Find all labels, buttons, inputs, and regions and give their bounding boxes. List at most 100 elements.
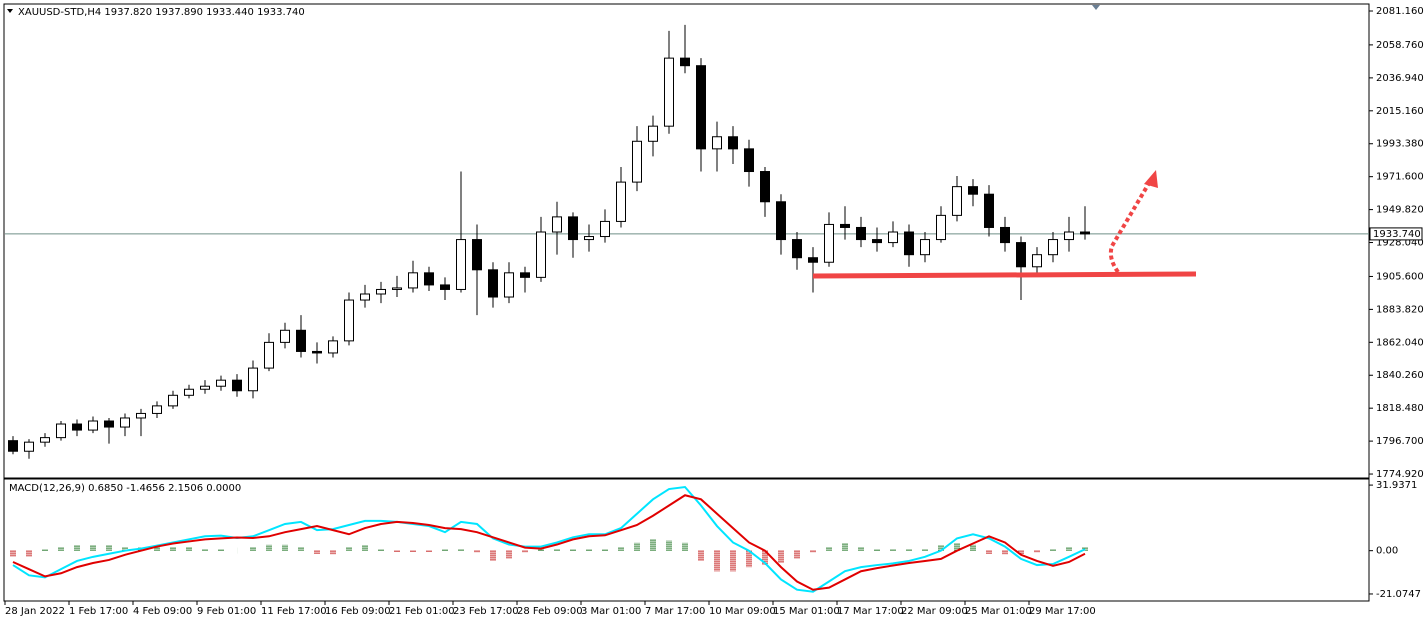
candle-body — [872, 239, 882, 244]
candle-body — [552, 216, 562, 233]
candle-body — [1048, 239, 1058, 256]
y-tick-label: 1905.600 — [1376, 271, 1424, 282]
candle-body — [680, 57, 690, 67]
candle-body — [744, 148, 754, 173]
candle-body — [168, 394, 178, 407]
candle-body — [24, 441, 34, 452]
candle-body — [296, 329, 306, 352]
x-tick-label: 28 Jan 2022 — [5, 606, 65, 617]
x-tick-label: 25 Mar 01:00 — [965, 606, 1032, 617]
macd-line — [12, 485, 1086, 593]
candle-body — [712, 136, 722, 150]
candle-body — [824, 223, 834, 263]
candle-body — [8, 440, 18, 452]
candle-body — [392, 287, 402, 290]
y-tick-label: 2058.760 — [1376, 40, 1424, 51]
shift-marker — [1092, 5, 1100, 10]
candle-body — [1080, 231, 1090, 235]
candle-body — [888, 231, 898, 244]
x-tick-label: 3 Mar 01:00 — [581, 606, 641, 617]
candle-body — [72, 423, 82, 431]
candle-body — [456, 239, 466, 290]
plot: 2081.160 2058.760 2036.940 2015.160 1993.380… — [4, 6, 1424, 617]
y-tick-label: 2081.160 — [1376, 6, 1424, 17]
price-panel — [3, 3, 1370, 479]
support-line — [812, 271, 1197, 279]
y-tick-label: -21.0747 — [1376, 589, 1421, 600]
candle-body — [696, 65, 706, 150]
candle-body — [40, 437, 50, 443]
x-tick-label: 23 Feb 17:00 — [453, 606, 519, 617]
y-tick-label: 1862.040 — [1376, 337, 1424, 348]
candle-body — [248, 367, 258, 392]
candle-body — [488, 269, 498, 298]
x-tick-label: 16 Feb 09:00 — [325, 606, 391, 617]
candle-body — [360, 293, 370, 301]
candle-body — [520, 272, 530, 278]
signal-line — [12, 494, 1086, 591]
candle-body — [200, 385, 210, 390]
menu-arrow[interactable] — [7, 9, 13, 13]
last-price-box — [1369, 227, 1423, 241]
candle-body — [1000, 226, 1010, 244]
y-tick-label: 1840.260 — [1376, 370, 1424, 381]
candle-body — [264, 341, 274, 369]
candle-body — [952, 186, 962, 216]
candle-body — [904, 231, 914, 256]
candle-body — [216, 379, 226, 387]
candle-body — [472, 239, 482, 271]
macd-title: MACD(12,26,9) 0.6850 -1.4656 2.1506 0.00… — [9, 483, 241, 494]
y-tick-label: 1883.820 — [1376, 304, 1424, 315]
last-price-label: 1933.740 — [1373, 229, 1421, 240]
candle-body — [136, 412, 146, 419]
y-tick-label: 1928.040 — [1376, 238, 1424, 249]
candle-body — [312, 350, 322, 354]
candle-body — [664, 57, 674, 127]
candle-body — [984, 193, 994, 228]
x-tick-label: 9 Feb 01:00 — [197, 606, 256, 617]
x-tick-label: 29 Mar 17:00 — [1029, 606, 1096, 617]
candle-body — [104, 420, 114, 428]
forecast-arrow — [1108, 176, 1154, 274]
candle-body — [120, 417, 130, 428]
y-tick-label: 1796.700 — [1376, 436, 1424, 447]
y-tick-label: 1949.820 — [1376, 205, 1424, 216]
y-tick-label: 1993.380 — [1376, 139, 1424, 150]
x-tick-label: 1 Feb 17:00 — [69, 606, 128, 617]
candle-body — [792, 239, 802, 259]
candle-body — [232, 379, 242, 392]
x-tick-label: 10 Mar 09:00 — [709, 606, 776, 617]
candle-body — [536, 231, 546, 278]
x-tick-label: 28 Feb 09:00 — [517, 606, 583, 617]
candle-body — [616, 181, 626, 222]
y-tick-label: 2036.940 — [1376, 73, 1424, 84]
candle-body — [760, 171, 770, 203]
y-tick-label: 1774.920 — [1376, 469, 1424, 480]
candle-body — [88, 420, 98, 431]
candle-body — [728, 136, 738, 150]
y-tick-label: 1818.480 — [1376, 403, 1424, 414]
candle-body — [424, 272, 434, 286]
macd-panel — [3, 478, 1370, 602]
y-tick-label: 31.9371 — [1376, 480, 1417, 491]
candle-body — [280, 329, 290, 343]
candle-body — [648, 125, 658, 142]
x-tick-label: 17 Mar 17:00 — [837, 606, 904, 617]
candle-body — [568, 216, 578, 241]
x-tick-label: 4 Feb 09:00 — [133, 606, 192, 617]
x-tick-label: 7 Mar 17:00 — [645, 606, 705, 617]
candle-body — [856, 226, 866, 241]
candle-body — [184, 388, 194, 396]
y-tick-label: 2015.160 — [1376, 106, 1424, 117]
candle-body — [408, 272, 418, 289]
y-tick-label: 1971.600 — [1376, 172, 1424, 183]
candle-body — [1064, 231, 1074, 241]
x-tick-label: 11 Feb 17:00 — [261, 606, 327, 617]
candle-body — [1016, 242, 1026, 268]
y-tick-label: 0.00 — [1376, 546, 1398, 557]
candle-body — [600, 220, 610, 238]
candle-body — [344, 299, 354, 342]
x-tick-label: 15 Mar 01:00 — [773, 606, 840, 617]
candle-body — [776, 201, 786, 241]
